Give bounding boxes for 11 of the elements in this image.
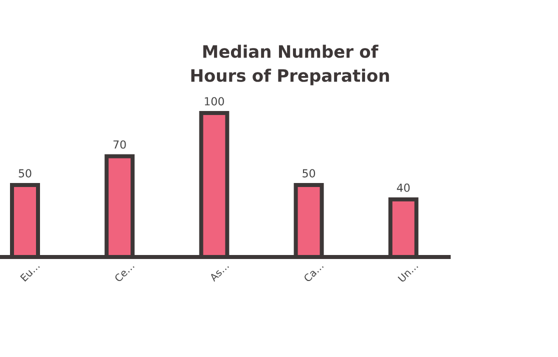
data-label: 100 bbox=[204, 97, 224, 106]
x-tick-label: Ce… bbox=[115, 266, 134, 281]
x-tick-label: Eu… bbox=[20, 266, 40, 282]
x-tick-label: Un… bbox=[398, 266, 418, 282]
data-label: 40 bbox=[396, 184, 410, 192]
data-label: 50 bbox=[18, 169, 32, 178]
x-tick-label: Ca… bbox=[304, 266, 324, 281]
data-label: 70 bbox=[114, 140, 126, 149]
chart-title: Median Number of Hours of Preparation bbox=[191, 44, 389, 86]
x-tick-label: As… bbox=[211, 266, 229, 282]
data-label: 50 bbox=[302, 169, 316, 178]
